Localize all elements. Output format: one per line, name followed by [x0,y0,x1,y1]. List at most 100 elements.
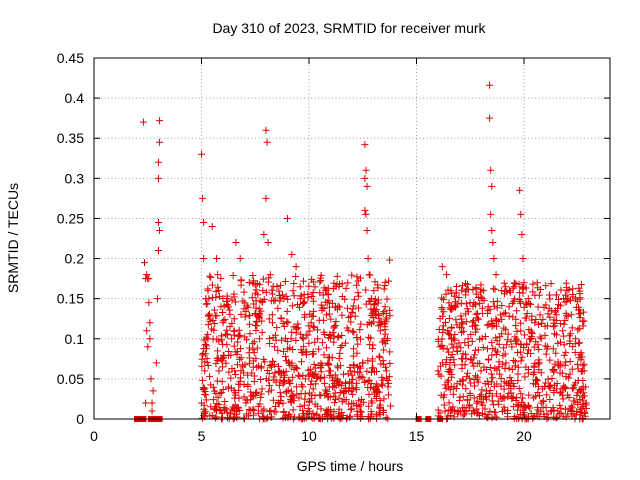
data-point [226,310,234,318]
data-point [342,284,350,292]
data-point [463,318,471,326]
data-point [202,396,210,404]
data-point [526,404,534,412]
data-point [472,285,480,293]
data-point [513,327,521,335]
data-point [249,357,257,365]
data-point [562,312,570,320]
data-point [327,334,335,342]
data-point [480,363,488,371]
data-point [280,408,288,416]
data-point [459,355,467,363]
data-point [467,355,475,363]
data-point [459,412,467,420]
data-point [359,373,367,381]
data-point [248,392,256,400]
x-tick-label: 5 [198,428,206,444]
data-point [201,340,209,348]
data-point [268,319,276,327]
axis-ticks: 0 5 10 15 20 0 0.05 0.1 0.15 0.2 0.25 0.3 0.35 0.4 0.4… [57,50,610,444]
data-point [368,345,376,353]
data-point [333,272,341,280]
data-point [320,351,328,359]
data-point [362,210,370,218]
data-point [313,373,321,381]
data-point [349,390,357,398]
data-point [448,340,456,348]
data-point [303,351,311,359]
data-point [226,410,234,418]
data-point [452,282,460,290]
data-point [477,367,485,375]
data-point [461,339,469,347]
data-point [218,378,226,386]
data-point [256,400,264,408]
data-point [310,360,318,368]
data-point [228,364,236,372]
data-point [244,303,252,311]
data-point [574,326,582,334]
y-tick-label: 0.25 [57,210,84,226]
data-point [510,356,518,364]
data-point [287,335,295,343]
data-point [210,306,218,314]
data-point [378,380,386,388]
data-point [382,414,390,422]
data-point [294,324,302,332]
data-point [218,336,226,344]
data-point [469,317,477,325]
data-point [266,340,274,348]
data-point [380,346,388,354]
data-point [335,282,343,290]
data-point [213,400,221,408]
data-point [249,340,257,348]
data-point [284,319,292,327]
data-point [461,410,469,418]
data-point [362,166,370,174]
data-point [316,391,324,399]
data-point [386,359,394,367]
data-point [452,316,460,324]
data-point [542,403,550,411]
data-point [213,335,221,343]
data-point [257,376,265,384]
data-point [257,393,265,401]
data-point [470,362,478,370]
data-point [257,307,265,315]
data-point [145,275,153,283]
data-point [145,299,153,307]
data-point [252,318,260,326]
data-point [207,381,215,389]
data-point [223,326,231,334]
data-point [463,285,471,293]
data-point [443,271,451,279]
data-point [240,288,248,296]
data-point [505,389,513,397]
data-point [434,367,442,375]
data-point [315,316,323,324]
data-point [559,327,567,335]
data-point [349,352,357,360]
data-point [324,408,332,416]
data-point [475,411,483,419]
data-point [322,407,330,415]
data-point [260,405,268,413]
data-point [279,291,287,299]
data-point [325,393,333,401]
data-point [515,385,523,393]
data-point [322,311,330,319]
data-point [488,182,496,190]
data-point [555,301,563,309]
data-point [545,305,553,313]
data-point [474,293,482,301]
data-point [486,407,494,415]
data-point [204,321,212,329]
data-point [260,414,268,422]
data-point [434,335,442,343]
data-point [379,309,387,317]
data-point [298,349,306,357]
data-point [534,360,542,368]
data-point [471,351,479,359]
data-point [230,315,238,323]
data-point [470,382,478,390]
